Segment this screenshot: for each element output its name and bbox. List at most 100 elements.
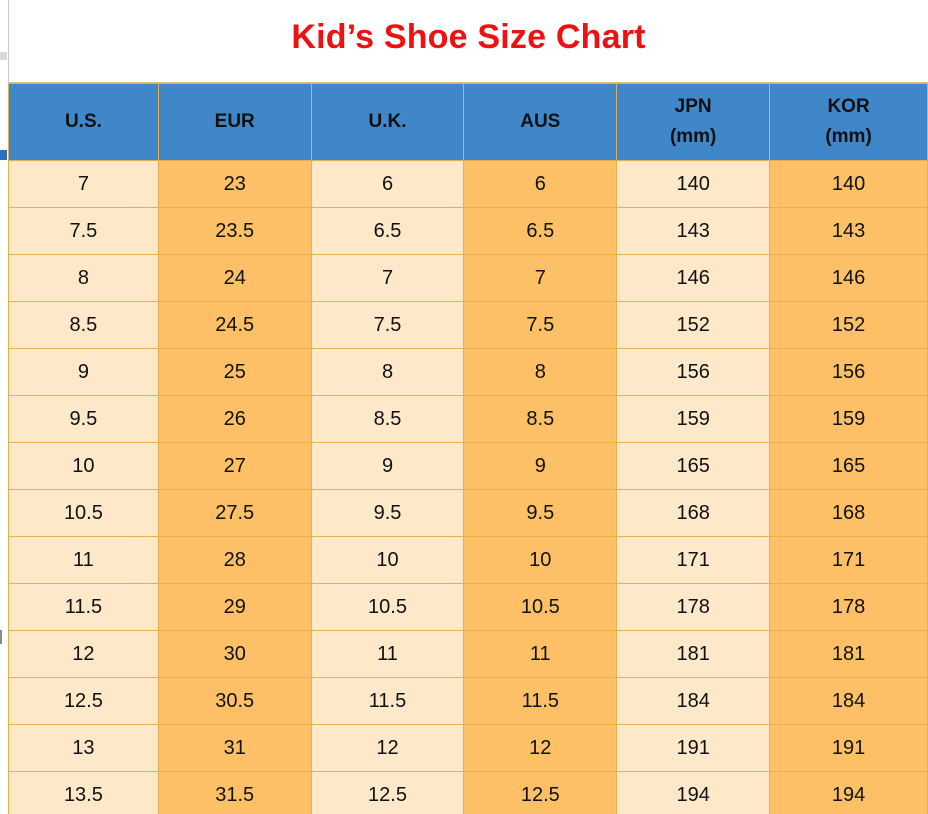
- cell-us: 7: [8, 160, 159, 208]
- cell-jpn: 194: [616, 771, 771, 814]
- cell-eur: 30.5: [157, 677, 312, 725]
- cell-jpn: 159: [616, 395, 771, 443]
- header-eur: EUR: [157, 83, 312, 161]
- cell-uk: 11.5: [310, 677, 465, 725]
- table-row: 10.5 27.5 9.5 9.5 168 168: [8, 489, 928, 537]
- gutter-cursor-mark: [0, 630, 2, 644]
- cell-uk: 7: [310, 254, 465, 302]
- table-row: 7.5 23.5 6.5 6.5 143 143: [8, 207, 928, 255]
- cell-uk: 10: [310, 536, 465, 584]
- header-us: U.S.: [8, 83, 159, 161]
- cell-kor: 181: [769, 630, 928, 678]
- cell-uk: 6: [310, 160, 465, 208]
- cell-eur: 23.5: [157, 207, 312, 255]
- cell-uk: 9.5: [310, 489, 465, 537]
- cell-jpn: 152: [616, 301, 771, 349]
- table-row: 13 31 12 12 191 191: [8, 724, 928, 772]
- cell-eur: 25: [157, 348, 312, 396]
- cell-kor: 159: [769, 395, 928, 443]
- cell-aus: 6: [463, 160, 618, 208]
- header-uk: U.K.: [310, 83, 465, 161]
- header-kor: KOR (mm): [769, 83, 928, 161]
- table-row: 12 30 11 11 181 181: [8, 630, 928, 678]
- cell-jpn: 181: [616, 630, 771, 678]
- table-row: 10 27 9 9 165 165: [8, 442, 928, 490]
- cell-kor: 152: [769, 301, 928, 349]
- gutter-selection-mark: [0, 150, 7, 160]
- cell-aus: 12: [463, 724, 618, 772]
- cell-kor: 178: [769, 583, 928, 631]
- cell-us: 11: [8, 536, 159, 584]
- cell-uk: 8.5: [310, 395, 465, 443]
- cell-aus: 6.5: [463, 207, 618, 255]
- cell-uk: 7.5: [310, 301, 465, 349]
- header-aus: AUS: [463, 83, 618, 161]
- cell-kor: 168: [769, 489, 928, 537]
- table-row: 9.5 26 8.5 8.5 159 159: [8, 395, 928, 443]
- cell-eur: 27.5: [157, 489, 312, 537]
- cell-jpn: 165: [616, 442, 771, 490]
- cell-uk: 11: [310, 630, 465, 678]
- cell-uk: 10.5: [310, 583, 465, 631]
- cell-eur: 30: [157, 630, 312, 678]
- cell-uk: 8: [310, 348, 465, 396]
- cell-us: 10.5: [8, 489, 159, 537]
- cell-eur: 26: [157, 395, 312, 443]
- cell-kor: 184: [769, 677, 928, 725]
- cell-eur: 23: [157, 160, 312, 208]
- cell-us: 8: [8, 254, 159, 302]
- table-header-row: U.S. EUR U.K. AUS JPN (mm) KOR (mm): [8, 83, 928, 161]
- cell-kor: 140: [769, 160, 928, 208]
- cell-eur: 24: [157, 254, 312, 302]
- cell-eur: 24.5: [157, 301, 312, 349]
- cell-aus: 11.5: [463, 677, 618, 725]
- cell-aus: 9: [463, 442, 618, 490]
- cell-aus: 10: [463, 536, 618, 584]
- cell-aus: 8.5: [463, 395, 618, 443]
- cell-us: 9.5: [8, 395, 159, 443]
- cell-jpn: 168: [616, 489, 771, 537]
- cell-us: 8.5: [8, 301, 159, 349]
- gutter-mark: [0, 52, 7, 60]
- cell-us: 9: [8, 348, 159, 396]
- cell-us: 12.5: [8, 677, 159, 725]
- cell-jpn: 184: [616, 677, 771, 725]
- header-jpn: JPN (mm): [616, 83, 771, 161]
- cell-aus: 7.5: [463, 301, 618, 349]
- table-row: 13.5 31.5 12.5 12.5 194 194: [8, 771, 928, 814]
- shoe-size-table: U.S. EUR U.K. AUS JPN (mm) KOR (mm) 7 23 6…: [8, 83, 928, 814]
- title-bar: Kid’s Shoe Size Chart: [9, 0, 928, 83]
- cell-jpn: 171: [616, 536, 771, 584]
- cell-kor: 146: [769, 254, 928, 302]
- cell-us: 7.5: [8, 207, 159, 255]
- table-row: 8.5 24.5 7.5 7.5 152 152: [8, 301, 928, 349]
- cell-kor: 156: [769, 348, 928, 396]
- table-row: 7 23 6 6 140 140: [8, 160, 928, 208]
- cell-jpn: 140: [616, 160, 771, 208]
- cell-uk: 6.5: [310, 207, 465, 255]
- table-row: 11.5 29 10.5 10.5 178 178: [8, 583, 928, 631]
- cell-eur: 28: [157, 536, 312, 584]
- cell-uk: 12: [310, 724, 465, 772]
- cell-kor: 191: [769, 724, 928, 772]
- cell-eur: 29: [157, 583, 312, 631]
- cell-aus: 10.5: [463, 583, 618, 631]
- cell-kor: 171: [769, 536, 928, 584]
- cell-uk: 9: [310, 442, 465, 490]
- cell-aus: 12.5: [463, 771, 618, 814]
- cell-kor: 143: [769, 207, 928, 255]
- cell-eur: 31: [157, 724, 312, 772]
- cell-eur: 27: [157, 442, 312, 490]
- cell-jpn: 156: [616, 348, 771, 396]
- cell-eur: 31.5: [157, 771, 312, 814]
- cell-jpn: 143: [616, 207, 771, 255]
- cell-uk: 12.5: [310, 771, 465, 814]
- cell-jpn: 191: [616, 724, 771, 772]
- cell-us: 11.5: [8, 583, 159, 631]
- cell-us: 13: [8, 724, 159, 772]
- cell-us: 10: [8, 442, 159, 490]
- table-row: 8 24 7 7 146 146: [8, 254, 928, 302]
- cell-aus: 11: [463, 630, 618, 678]
- cell-jpn: 146: [616, 254, 771, 302]
